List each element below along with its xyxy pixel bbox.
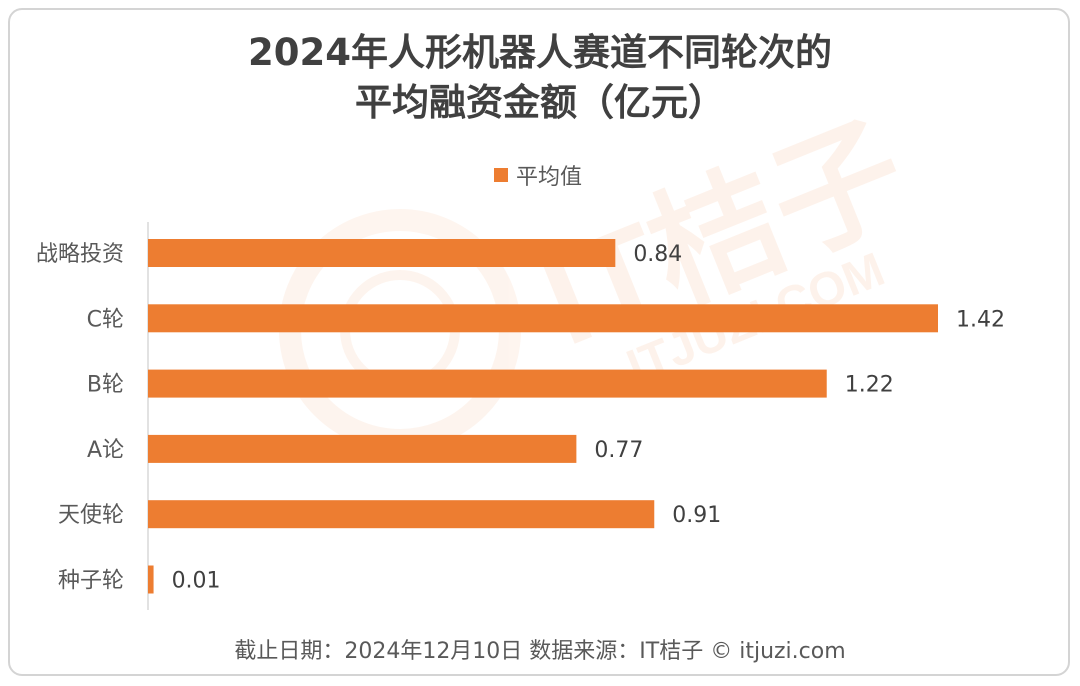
value-label: 1.22 — [845, 373, 894, 398]
bar-0 — [148, 239, 616, 267]
legend: 平均值 — [494, 160, 582, 190]
value-label: 0.01 — [172, 569, 221, 594]
bar-2 — [148, 369, 827, 398]
bar-5 — [148, 565, 154, 594]
bar-1 — [148, 304, 938, 333]
category-label: B轮 — [87, 373, 124, 398]
value-label: 0.91 — [672, 503, 721, 528]
category-label: 种子轮 — [58, 569, 124, 594]
legend-label: 平均值 — [516, 165, 583, 190]
bar-4 — [148, 500, 655, 529]
chart-title-line1: 2024年人形机器人赛道不同轮次的 — [248, 31, 832, 74]
footer-source: 截止日期：2024年12月10日 数据来源：IT桔子 © itjuzi.com — [234, 639, 846, 664]
chart-frame — [8, 8, 1070, 676]
value-label: 0.77 — [594, 438, 643, 463]
legend-swatch — [494, 168, 508, 182]
value-label: 0.84 — [633, 242, 682, 267]
category-label: 天使轮 — [58, 503, 124, 528]
category-label: 战略投资 — [36, 242, 124, 267]
chart-title-line2: 平均融资金额（亿元） — [355, 81, 725, 124]
value-label: 1.42 — [956, 307, 1005, 332]
bar-3 — [148, 434, 577, 463]
category-label: C轮 — [87, 307, 124, 332]
category-label: A论 — [87, 438, 124, 463]
